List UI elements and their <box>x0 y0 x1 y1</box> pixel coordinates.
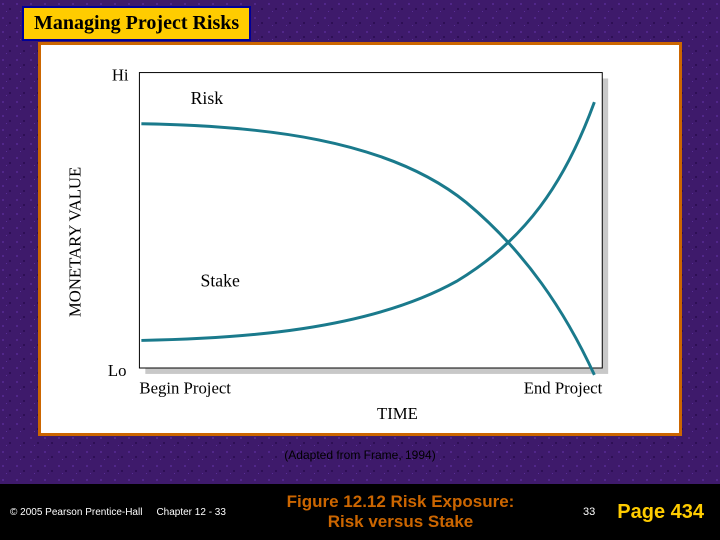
chart-panel: MONETARY VALUE TIME Hi Lo Begin Project … <box>38 42 682 436</box>
y-axis-title: MONETARY VALUE <box>65 167 84 317</box>
figure-caption: Figure 12.12 Risk Exposure: Risk versus … <box>240 492 561 531</box>
slide-title: Managing Project Risks <box>22 6 251 41</box>
y-label-lo: Lo <box>108 361 127 380</box>
chapter-text: Chapter 12 - 33 <box>156 507 226 518</box>
slide-number: 33 <box>575 506 603 518</box>
y-label-hi: Hi <box>112 65 129 84</box>
x-label-begin: Begin Project <box>139 379 231 398</box>
figure-caption-line1: Figure 12.12 Risk Exposure: <box>240 492 561 512</box>
page-number: Page 434 <box>617 501 710 524</box>
x-axis-title: TIME <box>377 404 418 423</box>
slide-root: Managing Project Risks MONETARY VALUE TI… <box>0 0 720 540</box>
main-area: Managing Project Risks MONETARY VALUE TI… <box>0 0 720 484</box>
risk-stake-chart: MONETARY VALUE TIME Hi Lo Begin Project … <box>41 45 679 433</box>
risk-label: Risk <box>191 88 224 108</box>
copyright-text: © 2005 Pearson Prentice-Hall <box>10 507 142 518</box>
attribution-text: (Adapted from Frame, 1994) <box>0 448 720 462</box>
x-label-end: End Project <box>524 379 603 398</box>
plot-area <box>139 73 602 368</box>
footer-bar: © 2005 Pearson Prentice-Hall Chapter 12 … <box>0 484 720 540</box>
figure-caption-line2: Risk versus Stake <box>240 512 561 532</box>
stake-label: Stake <box>200 270 240 290</box>
